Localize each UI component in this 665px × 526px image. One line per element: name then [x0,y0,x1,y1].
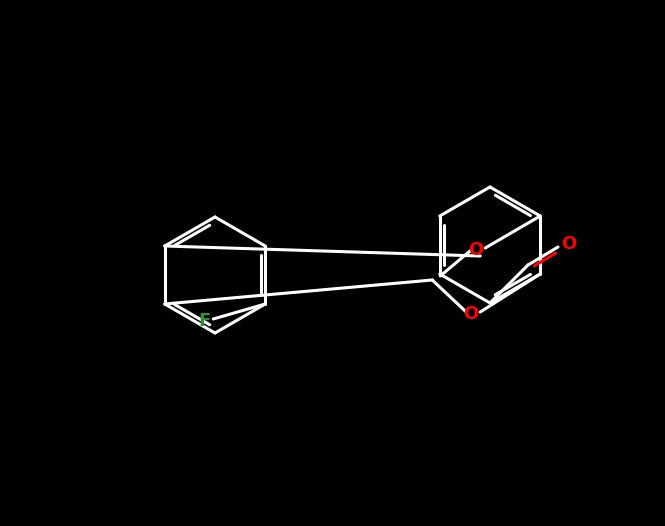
Text: O: O [463,305,478,323]
Text: F: F [198,312,210,330]
Text: O: O [468,241,483,259]
Text: O: O [561,235,577,253]
